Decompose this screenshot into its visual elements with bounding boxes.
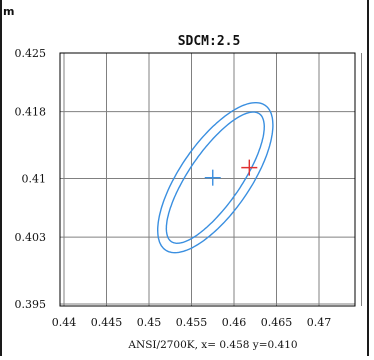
y-tick-label-3: 0.418 [15, 106, 47, 119]
x-tick-label-2: 0.45 [137, 316, 162, 329]
ellipse-inner [165, 111, 266, 245]
y-tick-label-4: 0.425 [15, 47, 47, 60]
x-tick-label-5: 0.465 [261, 316, 293, 329]
x-tick-label-0: 0.44 [52, 316, 77, 329]
marker-red-plus [241, 159, 258, 176]
y-axis-unit-fragment: m [3, 5, 14, 18]
marker-blue-plus [204, 169, 221, 186]
ellipse-outer [156, 101, 274, 254]
chart-title: SDCM:2.5 [178, 34, 241, 49]
y-tick-label-0: 0.395 [15, 298, 47, 311]
x-tick-label-1: 0.445 [91, 316, 123, 329]
y-tick-label-1: 0.403 [15, 231, 47, 244]
right-frame-line [367, 0, 369, 356]
y-tick-label-2: 0.41 [22, 173, 47, 186]
x-tick-label-4: 0.46 [222, 316, 247, 329]
plot-frame [59, 52, 356, 307]
left-frame-line [0, 0, 2, 356]
x-tick-label-6: 0.47 [307, 316, 332, 329]
x-tick-label-3: 0.455 [176, 316, 208, 329]
x-axis-label: ANSI/2700K, x= 0.458 y=0.410 [127, 339, 297, 351]
